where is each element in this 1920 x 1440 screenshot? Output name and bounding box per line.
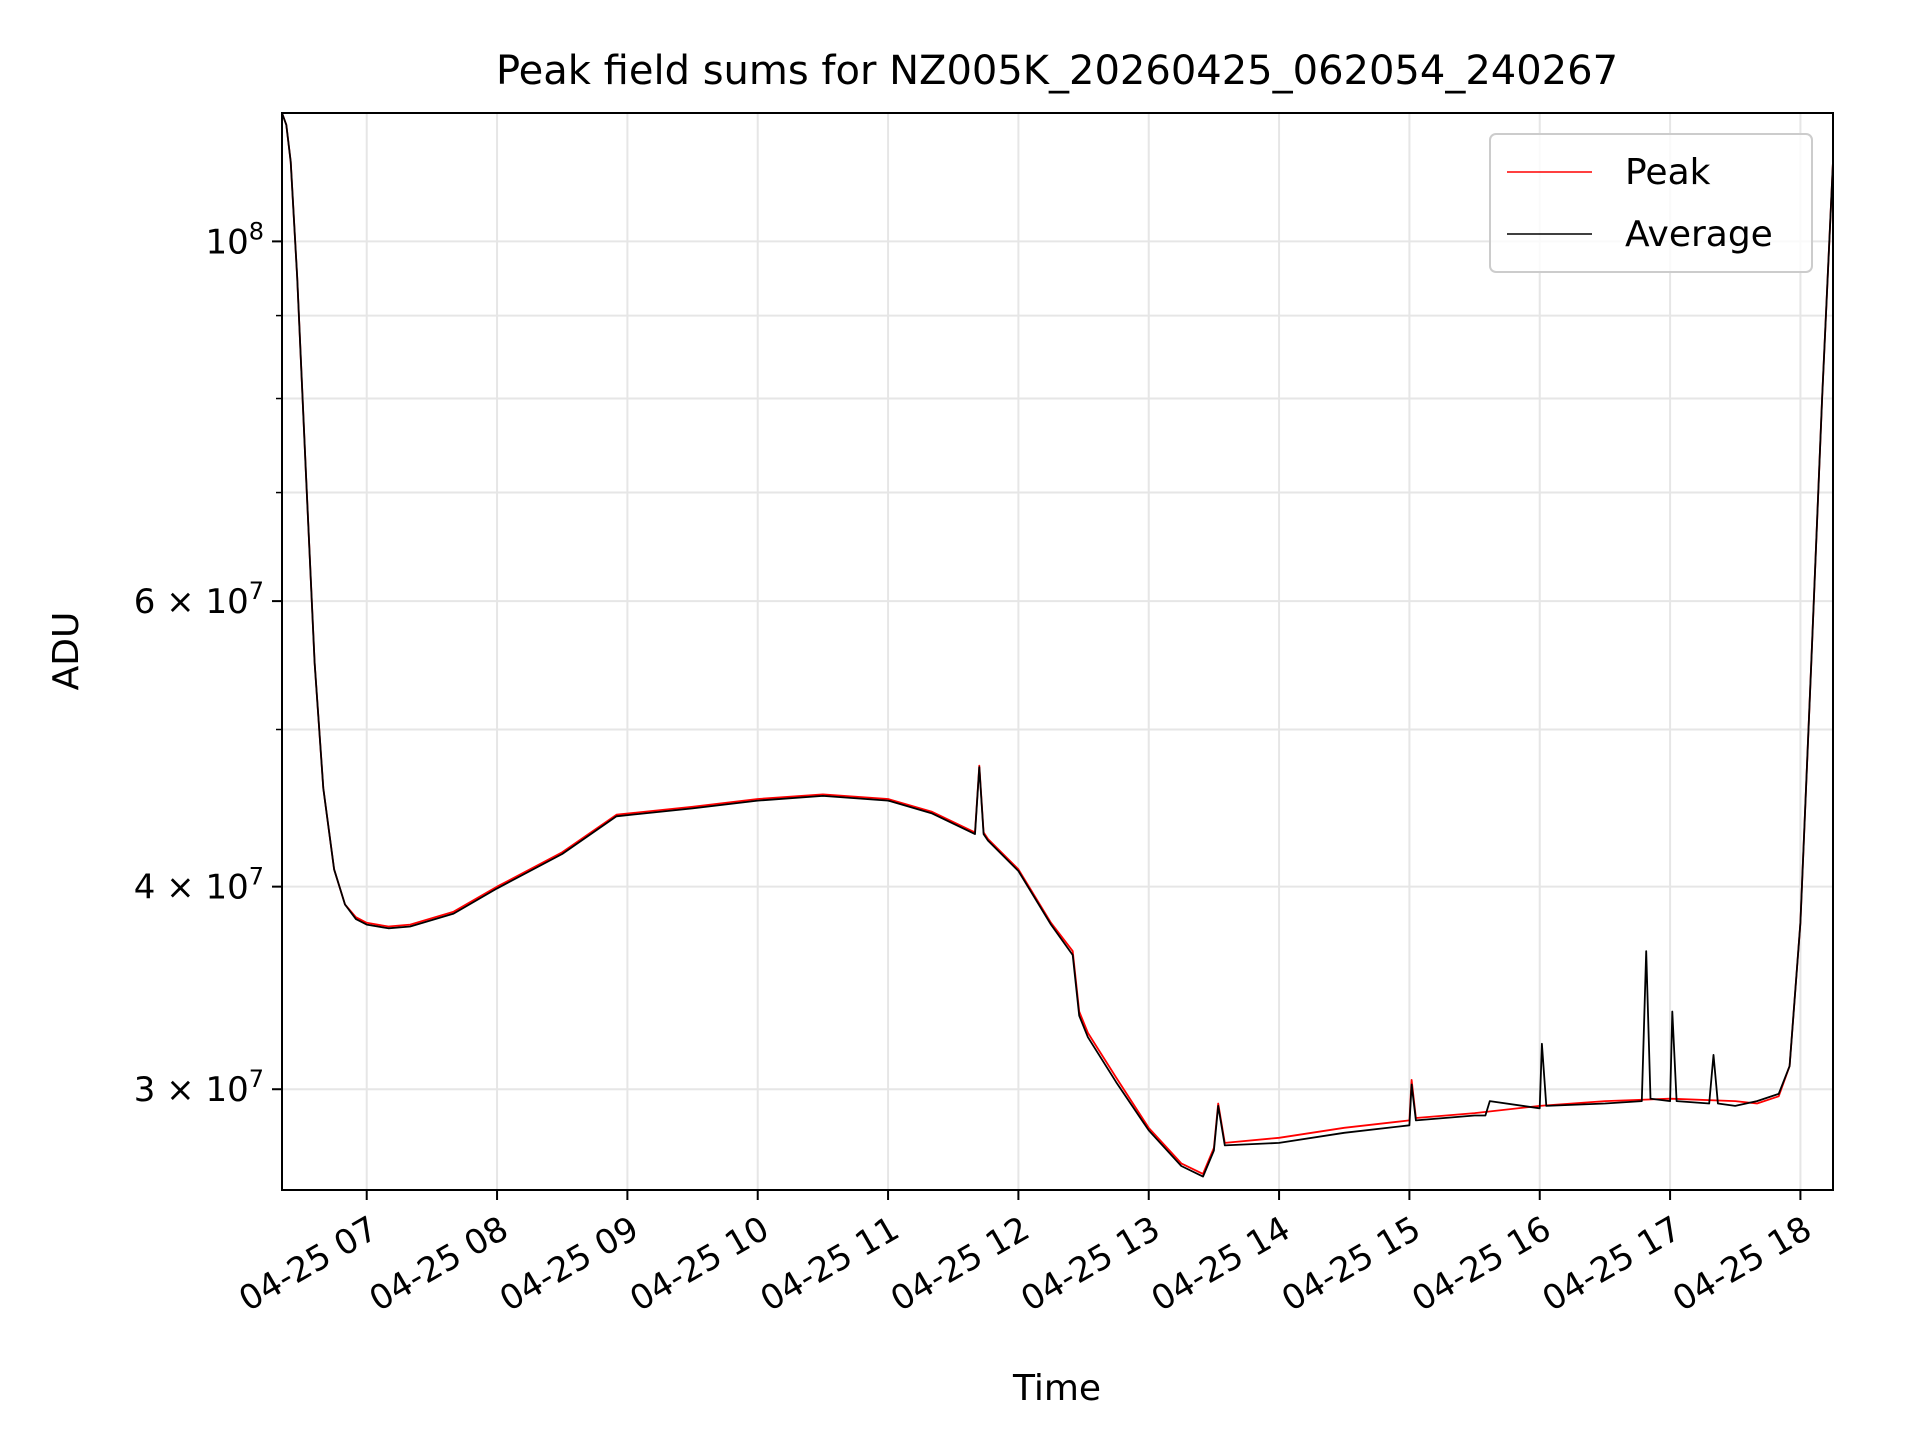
x-axis-label: Time [1012, 1368, 1101, 1409]
series-layer [281, 112, 1834, 1178]
legend-average-label: Average [1625, 214, 1773, 255]
legend: Peak Average [1489, 133, 1813, 273]
y-axis-label: ADU [46, 612, 87, 691]
series-line-average [281, 112, 1834, 1178]
legend-box [1489, 133, 1813, 273]
chart-title: Peak field sums for NZ005K_20260425_0620… [496, 48, 1618, 94]
y-tick-label: 6 × 107 [134, 577, 264, 622]
y-axis: 108 6 × 107 4 × 107 3 × 107 [134, 217, 282, 1110]
y-tick-label: 3 × 107 [134, 1065, 264, 1110]
y-tick-label: 4 × 107 [134, 863, 264, 908]
legend-peak-label: Peak [1625, 152, 1711, 193]
grid [282, 113, 1833, 1190]
plot-frame [281, 112, 1834, 1191]
y-tick-label: 108 [205, 217, 264, 262]
series-line-peak [281, 112, 1834, 1175]
